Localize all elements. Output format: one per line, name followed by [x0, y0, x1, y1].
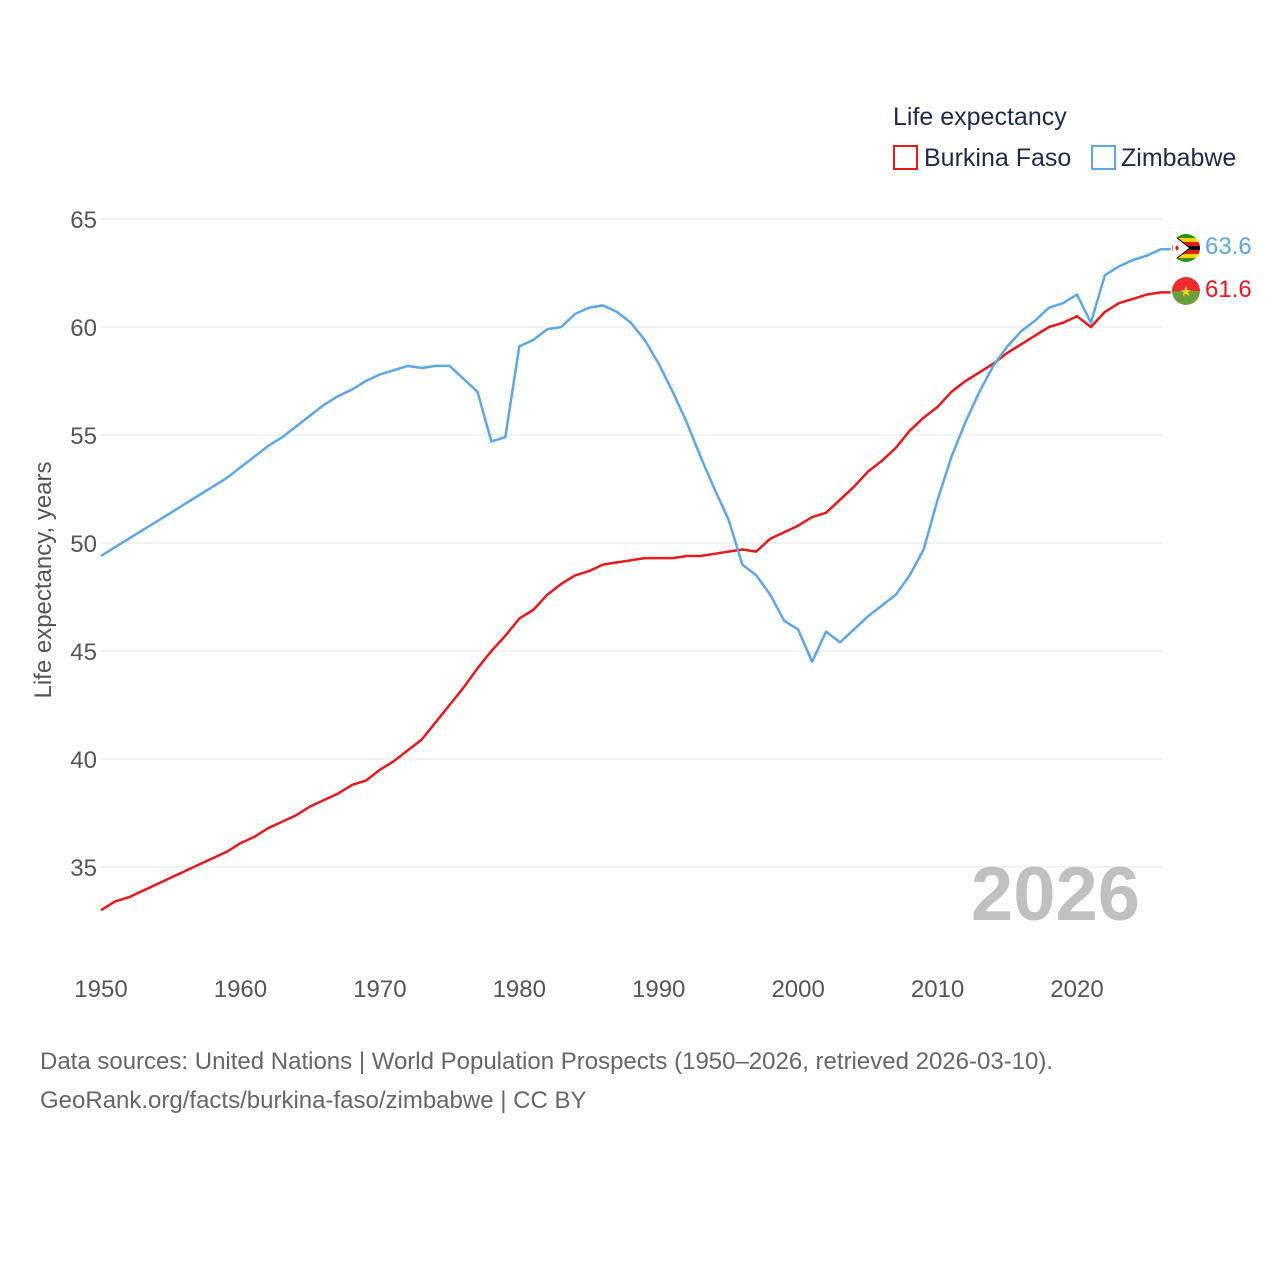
y-tick-label: 65: [70, 207, 97, 234]
x-tick-label: 1960: [214, 976, 267, 1003]
legend-title: Life expectancy: [893, 103, 1067, 131]
legend-label-burkina-faso: Burkina Faso: [924, 144, 1071, 172]
zimbabwe-end-label: 63.6: [1205, 233, 1252, 260]
legend: Life expectancy Burkina Faso Zimbabwe: [893, 103, 1236, 172]
legend-label-zimbabwe: Zimbabwe: [1121, 144, 1236, 172]
y-tick-label: 45: [70, 639, 97, 666]
x-tick-label: 1980: [493, 976, 546, 1003]
y-tick-label: 50: [70, 531, 97, 558]
legend-item-burkina-faso[interactable]: Burkina Faso: [893, 144, 1071, 172]
x-axis-ticks: 1950 1960 1970 1980 1990 2000 2010 2020: [74, 976, 1103, 1003]
y-tick-label: 60: [70, 315, 97, 342]
series: [100, 247, 1171, 912]
legend-swatch-burkina-faso: [893, 145, 918, 170]
y-axis-label: Life expectancy, years: [30, 461, 57, 698]
data-source-note: Data sources: United Nations | World Pop…: [40, 1042, 1240, 1120]
source-line: Data sources: United Nations | World Pop…: [40, 1048, 1054, 1075]
current-year-label: 2026: [971, 852, 1140, 937]
x-tick-label: 2010: [911, 976, 964, 1003]
x-tick-label: 1950: [74, 976, 127, 1003]
x-tick-label: 1970: [353, 976, 406, 1003]
legend-item-zimbabwe[interactable]: Zimbabwe: [1091, 144, 1236, 172]
y-tick-label: 35: [70, 855, 97, 882]
credit-line: GeoRank.org/facts/burkina-faso/zimbabwe …: [40, 1087, 587, 1114]
x-tick-label: 2020: [1050, 976, 1103, 1003]
burkina-faso-flag-icon: [1172, 277, 1200, 305]
y-axis-ticks: 35 40 45 50 55 60 65: [70, 207, 97, 882]
gridlines: [101, 218, 1162, 868]
y-tick-label: 40: [70, 747, 97, 774]
series-line-burkina-faso[interactable]: [100, 291, 1171, 912]
line-chart: 35 40 45 50 55 60 65 1950 1960 1970 1980 1990 2000 2…: [30, 103, 1252, 1003]
legend-swatch-zimbabwe: [1091, 145, 1116, 170]
zimbabwe-flag-icon: [1172, 234, 1200, 262]
x-tick-label: 2000: [771, 976, 824, 1003]
series-line-zimbabwe[interactable]: [100, 247, 1171, 664]
x-tick-label: 1990: [632, 976, 685, 1003]
y-tick-label: 55: [70, 423, 97, 450]
burkina-faso-end-label: 61.6: [1205, 276, 1252, 303]
